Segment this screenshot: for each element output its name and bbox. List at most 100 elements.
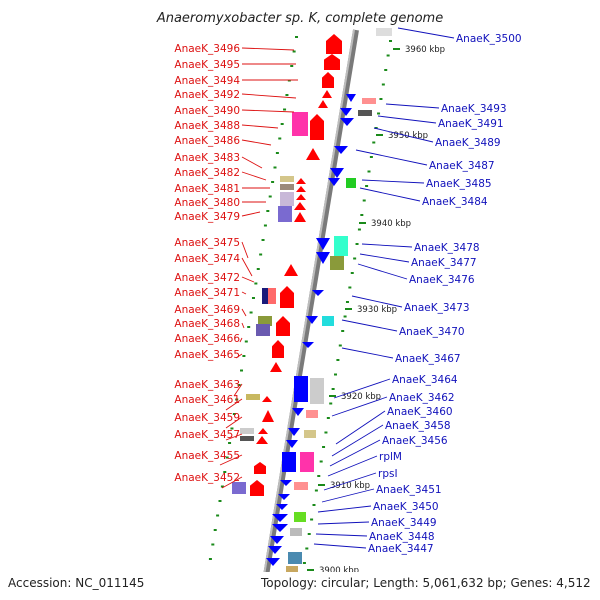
left-label-anaek-3461[interactable]: AnaeK_3461 — [174, 394, 240, 406]
gene-feature[interactable] — [254, 462, 266, 474]
right-label-rplm[interactable]: rplM — [379, 451, 402, 463]
gene-feature[interactable] — [232, 482, 246, 494]
left-label-anaek-3469[interactable]: AnaeK_3469 — [174, 304, 240, 316]
left-label-anaek-3482[interactable]: AnaeK_3482 — [174, 167, 240, 179]
gene-feature[interactable] — [280, 286, 294, 308]
gene-feature[interactable] — [282, 452, 296, 472]
left-label-anaek-3496[interactable]: AnaeK_3496 — [174, 43, 240, 55]
gene-feature[interactable] — [310, 378, 324, 404]
gene-feature[interactable] — [280, 480, 292, 486]
gene-feature[interactable] — [246, 394, 260, 400]
gene-feature[interactable] — [270, 362, 282, 372]
gene-feature[interactable] — [318, 100, 328, 108]
gene-feature[interactable] — [358, 110, 372, 116]
gene-feature[interactable] — [256, 324, 270, 336]
left-label-anaek-3472[interactable]: AnaeK_3472 — [174, 272, 240, 284]
right-label-anaek-3458[interactable]: AnaeK_3458 — [385, 420, 451, 432]
gene-feature[interactable] — [310, 114, 324, 140]
gene-feature[interactable] — [292, 408, 304, 416]
gene-feature[interactable] — [276, 504, 288, 510]
right-label-anaek-3493[interactable]: AnaeK_3493 — [441, 103, 507, 115]
gene-feature[interactable] — [280, 192, 294, 206]
left-label-anaek-3457[interactable]: AnaeK_3457 — [174, 429, 240, 441]
gene-feature[interactable] — [278, 206, 292, 222]
right-label-anaek-3447[interactable]: AnaeK_3447 — [368, 543, 434, 555]
gene-feature[interactable] — [330, 256, 344, 270]
left-label-anaek-3492[interactable]: AnaeK_3492 — [174, 89, 240, 101]
gene-feature[interactable] — [272, 514, 288, 522]
gene-feature[interactable] — [306, 316, 318, 324]
gene-feature[interactable] — [324, 54, 340, 70]
right-label-anaek-3491[interactable]: AnaeK_3491 — [438, 118, 504, 130]
gene-feature[interactable] — [286, 440, 298, 448]
gene-feature[interactable] — [258, 316, 272, 326]
left-label-anaek-3481[interactable]: AnaeK_3481 — [174, 183, 240, 195]
right-label-anaek-3487[interactable]: AnaeK_3487 — [429, 160, 495, 172]
gene-feature[interactable] — [316, 238, 330, 250]
gene-feature[interactable] — [268, 288, 276, 304]
gene-feature[interactable] — [346, 178, 356, 188]
right-label-anaek-3460[interactable]: AnaeK_3460 — [387, 406, 453, 418]
gene-feature[interactable] — [306, 148, 320, 160]
gene-feature[interactable] — [294, 202, 306, 210]
gene-feature[interactable] — [262, 396, 272, 402]
left-label-anaek-3459[interactable]: AnaeK_3459 — [174, 412, 240, 424]
left-label-anaek-3474[interactable]: AnaeK_3474 — [174, 253, 240, 265]
gene-feature[interactable] — [334, 236, 348, 256]
right-label-anaek-3470[interactable]: AnaeK_3470 — [399, 326, 465, 338]
gene-feature[interactable] — [376, 28, 392, 36]
gene-feature[interactable] — [304, 430, 316, 438]
right-label-anaek-3450[interactable]: AnaeK_3450 — [373, 501, 439, 513]
left-label-anaek-3488[interactable]: AnaeK_3488 — [174, 120, 240, 132]
gene-feature[interactable] — [296, 186, 306, 192]
gene-feature[interactable] — [292, 112, 308, 136]
gene-feature[interactable] — [240, 436, 254, 441]
gene-feature[interactable] — [294, 376, 308, 402]
left-label-anaek-3452[interactable]: AnaeK_3452 — [174, 472, 240, 484]
gene-feature[interactable] — [266, 558, 280, 566]
gene-feature[interactable] — [312, 290, 324, 296]
gene-feature[interactable] — [362, 98, 376, 104]
gene-feature[interactable] — [302, 342, 314, 348]
gene-feature[interactable] — [270, 536, 284, 544]
left-label-anaek-3483[interactable]: AnaeK_3483 — [174, 152, 240, 164]
right-label-anaek-3449[interactable]: AnaeK_3449 — [371, 517, 437, 529]
left-label-anaek-3455[interactable]: AnaeK_3455 — [174, 450, 240, 462]
left-label-anaek-3480[interactable]: AnaeK_3480 — [174, 197, 240, 209]
left-label-anaek-3471[interactable]: AnaeK_3471 — [174, 287, 240, 299]
left-label-anaek-3494[interactable]: AnaeK_3494 — [174, 75, 240, 87]
gene-feature[interactable] — [330, 168, 344, 178]
gene-feature[interactable] — [284, 264, 298, 276]
gene-feature[interactable] — [322, 72, 334, 88]
left-label-anaek-3479[interactable]: AnaeK_3479 — [174, 211, 240, 223]
gene-feature[interactable] — [268, 546, 282, 554]
gene-feature[interactable] — [340, 108, 352, 116]
right-label-rpsi[interactable]: rpsI — [378, 468, 398, 480]
gene-feature[interactable] — [280, 184, 294, 190]
gene-feature[interactable] — [340, 118, 354, 126]
gene-feature[interactable] — [286, 566, 298, 572]
left-label-anaek-3468[interactable]: AnaeK_3468 — [174, 318, 240, 330]
right-label-anaek-3500[interactable]: AnaeK_3500 — [456, 33, 522, 45]
gene-feature[interactable] — [294, 212, 306, 222]
gene-feature[interactable] — [296, 178, 306, 184]
gene-feature[interactable] — [256, 436, 268, 444]
left-label-anaek-3486[interactable]: AnaeK_3486 — [174, 135, 240, 147]
gene-feature[interactable] — [280, 176, 294, 182]
right-label-anaek-3485[interactable]: AnaeK_3485 — [426, 178, 492, 190]
gene-feature[interactable] — [306, 410, 318, 418]
right-label-anaek-3473[interactable]: AnaeK_3473 — [404, 302, 470, 314]
gene-feature[interactable] — [322, 90, 332, 98]
left-label-anaek-3463[interactable]: AnaeK_3463 — [174, 379, 240, 391]
gene-feature[interactable] — [322, 316, 334, 326]
gene-feature[interactable] — [250, 480, 264, 496]
right-label-anaek-3462[interactable]: AnaeK_3462 — [389, 392, 455, 404]
right-label-anaek-3484[interactable]: AnaeK_3484 — [422, 196, 488, 208]
gene-feature[interactable] — [328, 178, 340, 186]
gene-feature[interactable] — [240, 428, 254, 434]
right-label-anaek-3456[interactable]: AnaeK_3456 — [382, 435, 448, 447]
gene-feature[interactable] — [334, 146, 348, 154]
left-label-anaek-3490[interactable]: AnaeK_3490 — [174, 105, 240, 117]
right-label-anaek-3477[interactable]: AnaeK_3477 — [411, 257, 477, 269]
gene-feature[interactable] — [276, 316, 290, 336]
